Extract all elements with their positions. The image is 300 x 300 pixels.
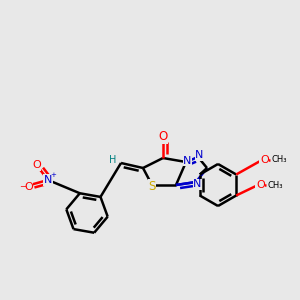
Text: H: H <box>109 155 117 165</box>
Text: CH₃: CH₃ <box>271 155 286 164</box>
Text: O: O <box>260 155 269 165</box>
Text: +: + <box>50 172 56 178</box>
Text: O: O <box>158 130 168 143</box>
Text: O: O <box>256 180 265 190</box>
Text: S: S <box>148 180 156 193</box>
Text: N: N <box>44 175 52 185</box>
Text: O: O <box>32 160 41 170</box>
Text: −: − <box>19 182 26 191</box>
Text: CH₃: CH₃ <box>267 181 283 190</box>
Text: O: O <box>24 182 33 191</box>
Text: N: N <box>193 179 202 189</box>
Text: N: N <box>195 151 204 160</box>
Text: N: N <box>183 155 192 166</box>
